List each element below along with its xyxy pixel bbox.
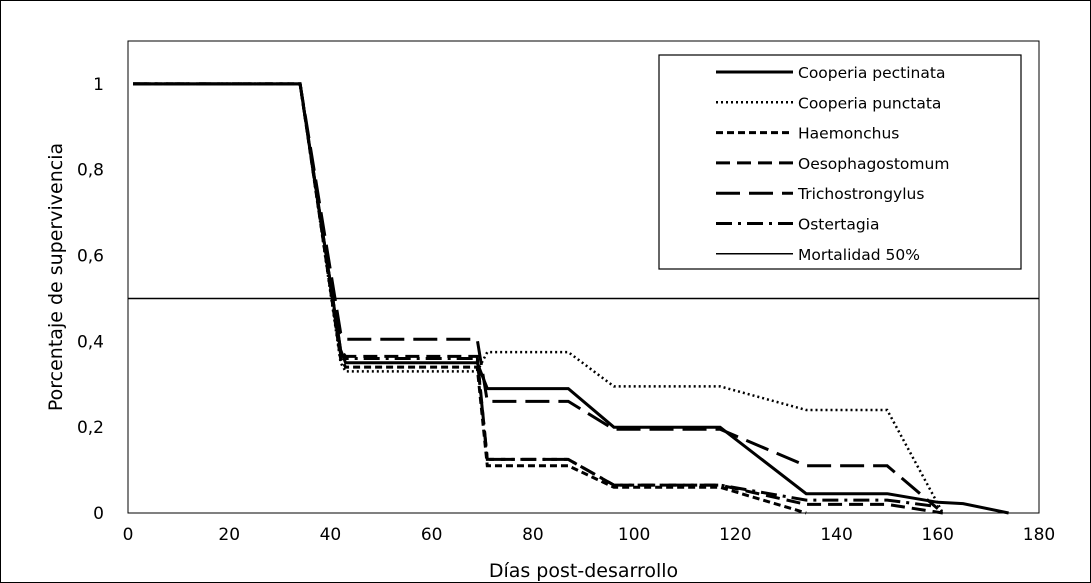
legend-label: Ostertagia xyxy=(798,216,879,234)
series-line-trichostrongylus xyxy=(133,82,939,510)
legend-label: Cooperia punctata xyxy=(798,94,941,112)
x-tick-label: 160 xyxy=(922,525,954,545)
y-axis-title: Porcentaje de supervivencia xyxy=(45,143,67,411)
y-tick-label: 0,8 xyxy=(77,161,104,181)
series-layer xyxy=(128,82,1039,515)
x-tick-label: 20 xyxy=(218,525,240,545)
x-tick-label: 120 xyxy=(719,525,751,545)
x-tick-label: 180 xyxy=(1023,525,1055,545)
x-tick-label: 60 xyxy=(421,525,443,545)
x-tick-label: 80 xyxy=(522,525,544,545)
legend-label: Oesophagostomum xyxy=(798,155,949,173)
legend: Cooperia pectinata Cooperia punctata Haemo… xyxy=(716,64,949,264)
x-tick-label: 100 xyxy=(618,525,650,545)
x-tick-label: 0 xyxy=(123,525,134,545)
x-tick-label: 40 xyxy=(320,525,342,545)
y-tick-label: 0,4 xyxy=(77,332,104,352)
series-line-haemonchus xyxy=(133,82,807,515)
x-tick-label: 140 xyxy=(820,525,852,545)
legend-label: Mortalidad 50% xyxy=(798,246,920,264)
x-axis-ticks: 0 20 40 60 80 100 120 140 160 180 xyxy=(123,525,1056,545)
x-axis-title: Días post-desarrollo xyxy=(489,560,678,582)
y-tick-label: 0 xyxy=(93,504,104,524)
legend-label: Cooperia pectinata xyxy=(798,64,945,82)
legend-label: Trichostrongylus xyxy=(797,185,924,203)
legend-label: Haemonchus xyxy=(798,125,899,143)
y-tick-label: 0,6 xyxy=(77,247,104,267)
y-tick-label: 1 xyxy=(93,75,104,95)
y-axis-ticks: 0 0,2 0,4 0,6 0,8 1 xyxy=(77,75,104,524)
y-tick-label: 0,2 xyxy=(77,418,104,438)
plot-area xyxy=(127,40,1040,514)
series-line-ostertagia xyxy=(133,82,938,509)
